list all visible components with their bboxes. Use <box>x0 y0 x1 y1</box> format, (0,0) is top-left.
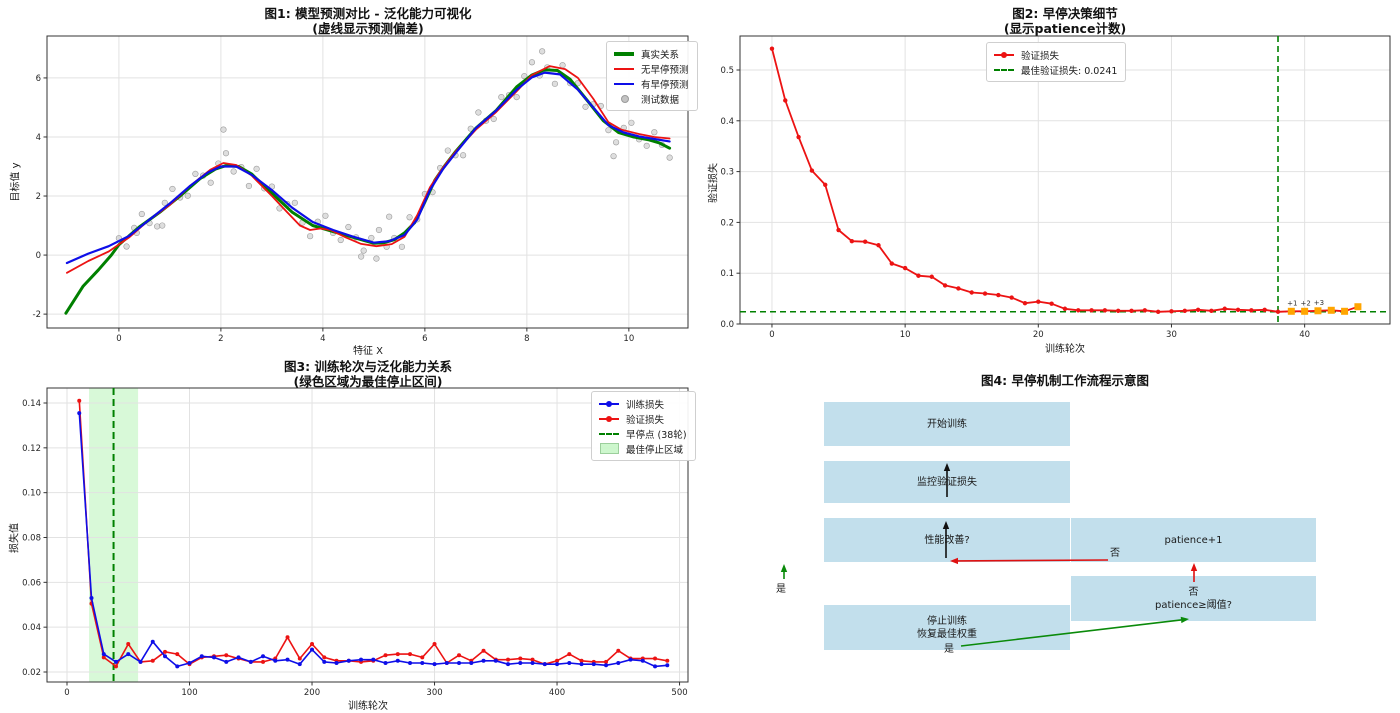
blue-line-dot-icon <box>599 400 619 407</box>
svg-text:200: 200 <box>304 688 320 698</box>
svg-text:0.2: 0.2 <box>720 218 734 228</box>
chart1-subtitle: (虚线显示预测偏差) <box>312 21 424 36</box>
chart3-xlabel: 训练轮次 <box>348 701 388 712</box>
chart3-title: 图3: 训练轮次与泛化能力关系 <box>283 359 453 374</box>
svg-text:100: 100 <box>181 688 197 698</box>
chart1-xlabel: 特征 X <box>352 346 384 357</box>
chart2-early-stop-detail-plot: 0 10 20 30 40 0.0 0.1 0.2 0.3 0.4 0.5 +1 +2 +3 <box>720 35 1391 340</box>
svg-text:是: 是 <box>944 643 954 655</box>
svg-text:300: 300 <box>426 688 442 698</box>
svg-text:+1: +1 <box>1287 299 1297 307</box>
flow-node-threshold: 否 patience≥阈值? <box>1071 576 1316 621</box>
red-line-icon <box>614 67 634 70</box>
svg-text:10: 10 <box>623 334 634 344</box>
svg-text:400: 400 <box>549 688 565 698</box>
chart1-title: 图1: 模型预测对比 - 泛化能力可视化 <box>264 6 472 21</box>
svg-text:0.5: 0.5 <box>720 66 734 76</box>
chart1-legend: 真实关系 无早停预测 有早停预测 测试数据 <box>606 41 698 111</box>
blue-line-icon <box>614 82 634 85</box>
legend-item-val-loss: 验证损失 <box>599 411 687 426</box>
svg-text:0.1: 0.1 <box>720 269 734 279</box>
green-dashed-line-icon <box>599 432 619 435</box>
chart3-subtitle: (绿色区域为最佳停止区间) <box>293 374 443 389</box>
flow-node-stop: 停止训练 恢复最佳权重 <box>824 605 1070 650</box>
legend-item-stop-point: 早停点 (38轮) <box>599 426 687 441</box>
svg-text:10: 10 <box>900 330 911 340</box>
svg-text:0.04: 0.04 <box>22 623 41 633</box>
chart4-title: 图4: 早停机制工作流程示意图 <box>980 373 1150 388</box>
svg-text:0.12: 0.12 <box>22 444 41 454</box>
svg-text:0: 0 <box>64 688 69 698</box>
svg-text:0.14: 0.14 <box>22 399 41 409</box>
chart4-flowchart-panel: 开始训练 监控验证损失 性能改善? patience+1 否patience≥阈… <box>700 355 1400 713</box>
svg-text:是: 是 <box>776 583 786 595</box>
green-patch-icon <box>599 443 619 454</box>
legend-item-with-earlystop: 有早停预测 <box>614 76 689 91</box>
green-dashed-line-icon <box>994 68 1014 71</box>
legend-item-true-relation: 真实关系 <box>614 46 689 61</box>
svg-text:2: 2 <box>218 334 223 344</box>
svg-text:否: 否 <box>1110 547 1120 559</box>
chart2-xlabel: 训练轮次 <box>1045 344 1085 355</box>
chart2-subtitle: (显示patience计数) <box>1003 21 1127 36</box>
svg-text:0.02: 0.02 <box>22 668 41 678</box>
legend-item-train-loss: 训练损失 <box>599 396 687 411</box>
chart1-ylabel: 目标值 y <box>10 162 22 202</box>
svg-text:0.08: 0.08 <box>22 533 41 543</box>
flow-node-start: 开始训练 <box>824 402 1070 446</box>
chart2-ylabel: 验证损失 <box>708 163 720 203</box>
svg-text:+3: +3 <box>1314 299 1324 307</box>
svg-text:-2: -2 <box>33 310 41 320</box>
svg-text:500: 500 <box>671 688 687 698</box>
svg-text:0.06: 0.06 <box>22 578 41 588</box>
svg-text:8: 8 <box>524 334 529 344</box>
legend-item-val-loss: 验证损失 <box>994 47 1117 62</box>
legend-item-best-val-loss: 最佳验证损失: 0.0241 <box>994 62 1117 77</box>
svg-text:30: 30 <box>1166 330 1177 340</box>
flow-node-patience-inc: patience+1 <box>1071 518 1316 562</box>
chart2-legend: 验证损失 最佳验证损失: 0.0241 <box>986 42 1127 82</box>
svg-text:0.0: 0.0 <box>720 320 734 330</box>
legend-item-test-data: 测试数据 <box>614 91 689 106</box>
svg-text:40: 40 <box>1299 330 1310 340</box>
green-line-icon <box>614 51 634 56</box>
svg-text:0: 0 <box>116 334 121 344</box>
svg-text:0: 0 <box>36 251 41 261</box>
chart2-title: 图2: 早停决策细节 <box>1012 6 1118 21</box>
chart1-prediction-comparison-plot: 0 2 4 6 8 10 -2 0 2 4 6 <box>33 35 689 344</box>
svg-text:4: 4 <box>36 133 41 143</box>
svg-text:6: 6 <box>36 74 41 84</box>
chart3-epochs-generalization-plot: 0 100 200 300 400 500 0.02 0.04 0.06 0.08 0.10 0.12… <box>22 387 689 698</box>
svg-text:0.3: 0.3 <box>720 168 734 178</box>
chart3-legend: 训练损失 验证损失 早停点 (38轮) 最佳停止区域 <box>591 391 696 461</box>
flowchart-arrows-layer: 否是是 <box>776 463 1198 655</box>
svg-text:2: 2 <box>36 192 41 202</box>
red-line-dot-icon <box>994 51 1014 58</box>
svg-text:0.10: 0.10 <box>22 489 41 499</box>
legend-item-best-stop-region: 最佳停止区域 <box>599 441 687 456</box>
svg-text:4: 4 <box>320 334 325 344</box>
red-line-dot-icon <box>599 415 619 422</box>
legend-item-no-earlystop: 无早停预测 <box>614 61 689 76</box>
chart3-ylabel: 损失值 <box>9 523 21 553</box>
svg-text:0: 0 <box>769 330 774 340</box>
svg-text:6: 6 <box>422 334 427 344</box>
svg-text:20: 20 <box>1033 330 1044 340</box>
svg-text:+2: +2 <box>1300 299 1310 307</box>
svg-text:0.4: 0.4 <box>720 117 734 127</box>
